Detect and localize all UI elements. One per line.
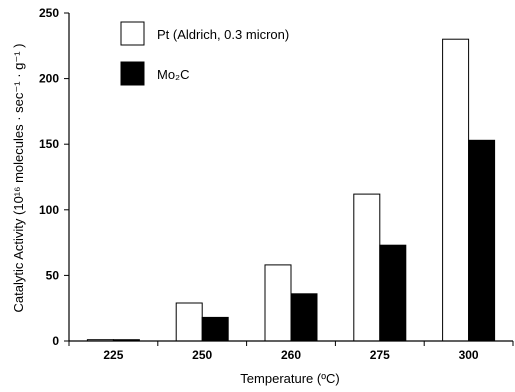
- y-tick-label-150: 150: [39, 137, 59, 151]
- bar-pt-250: [175, 302, 203, 342]
- bar-mo2c-300: [468, 139, 496, 342]
- legend-label-pt: Pt (Aldrich, 0.3 micron): [157, 27, 289, 42]
- y-tick-label-100: 100: [39, 203, 59, 217]
- y-tick-label-200: 200: [39, 72, 59, 86]
- legend-swatch-mo2c: [120, 61, 145, 86]
- y-tick-label-50: 50: [46, 268, 60, 282]
- x-ticks-layer: 225 250 260 275 300: [68, 341, 514, 362]
- legend-label-mo2c: Mo₂C: [157, 67, 190, 82]
- bars-layer: [86, 38, 496, 342]
- y-ticks-layer: 0 50 100 150 200 250: [39, 6, 69, 348]
- bar-pt-260: [264, 264, 292, 342]
- x-axis-title: Temperature (ºC): [240, 371, 339, 386]
- legend-swatch-pt: [120, 21, 145, 46]
- x-tick-label-260: 260: [281, 348, 301, 362]
- bar-mo2c-250: [201, 316, 229, 342]
- bar-mo2c-260: [290, 293, 318, 342]
- y-tick-label-0: 0: [52, 334, 59, 348]
- bar-pt-300: [442, 38, 470, 342]
- x-tick-label-275: 275: [370, 348, 390, 362]
- legend: Pt (Aldrich, 0.3 micron) Mo₂C: [120, 21, 289, 86]
- bar-pt-275: [353, 193, 381, 342]
- y-tick-label-250: 250: [39, 6, 59, 20]
- x-tick-label-300: 300: [459, 348, 479, 362]
- y-axis-title: Catalytic Activity (10¹⁶ molecules · sec…: [11, 43, 26, 312]
- x-tick-label-250: 250: [192, 348, 212, 362]
- bar-mo2c-275: [379, 244, 407, 342]
- x-tick-label-225: 225: [103, 348, 123, 362]
